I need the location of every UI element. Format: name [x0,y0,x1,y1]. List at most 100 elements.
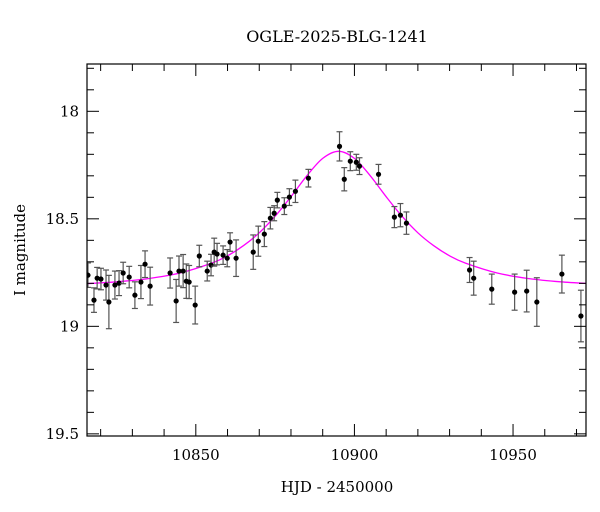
data-point [341,167,348,192]
data-point [558,254,565,294]
x-tick-label: 10850 [172,446,220,464]
y-tick-label: 18 [60,102,79,120]
point-marker [196,253,202,259]
data-point [488,273,495,305]
point-marker [98,276,104,282]
points-layer [87,131,584,343]
point-marker [192,302,198,308]
point-marker [471,275,477,281]
x-tick-label: 10950 [489,446,537,464]
point-marker [347,158,353,164]
point-marker [489,286,495,292]
point-marker [250,249,256,255]
point-marker [224,255,230,261]
data-point [577,289,584,343]
data-point [97,267,104,291]
data-point [103,269,110,301]
point-marker [173,298,179,304]
model-layer [87,150,586,285]
point-marker [534,299,540,305]
point-marker [106,299,112,305]
data-point [220,245,227,266]
point-marker [292,188,299,194]
point-marker [578,313,584,319]
point-marker [138,279,144,285]
data-point [233,239,240,278]
point-marker [286,194,292,200]
data-point [227,232,234,252]
data-point [120,261,127,285]
data-point [466,256,473,284]
point-marker [233,255,239,261]
point-marker [227,239,233,245]
point-marker [120,270,126,276]
data-point [511,273,518,311]
point-marker [397,212,404,218]
data-point [90,287,97,313]
data-point [250,234,257,270]
point-marker [255,238,261,244]
point-marker [91,297,97,303]
point-marker [147,283,153,289]
data-point [391,205,398,229]
data-point [375,163,382,185]
data-point [186,264,193,300]
point-marker [305,175,312,181]
data-point [192,285,199,325]
data-point [111,270,118,300]
point-marker [167,270,173,276]
y-axis-label: I magnitude [11,204,29,296]
data-point [403,211,410,235]
point-marker [356,163,363,169]
data-point [137,264,144,300]
point-marker [180,268,186,274]
x-tick-label: 10900 [331,446,379,464]
point-marker [116,280,122,286]
y-tick-label: 19 [60,317,79,335]
point-marker [274,197,280,203]
data-point [167,257,174,289]
data-point [180,253,187,289]
point-marker [336,143,343,149]
data-point [353,153,360,171]
data-point [397,202,404,228]
point-marker [103,282,109,288]
data-point [131,281,138,310]
data-point [116,270,123,297]
point-marker [176,268,182,274]
data-point [286,188,293,207]
point-marker [126,274,132,280]
point-marker [267,215,273,221]
data-point [261,221,268,248]
data-point [356,157,363,176]
point-marker [142,261,148,267]
data-point [142,250,149,279]
point-marker [524,288,530,294]
point-marker [186,279,192,285]
point-marker [466,267,473,273]
point-marker [559,271,565,277]
point-marker [220,252,226,258]
point-marker [281,203,287,209]
data-point [214,242,221,266]
data-point [267,206,274,230]
point-marker [341,176,347,182]
point-marker [261,231,267,237]
data-point [336,131,343,162]
data-point [347,151,354,172]
data-point [274,191,281,209]
point-marker [132,292,138,298]
point-marker [208,262,214,268]
point-marker [391,214,397,220]
data-point [281,197,288,216]
point-marker [403,220,410,226]
data-point [126,265,133,289]
chart-title: OGLE-2025-BLG-1241 [246,27,428,46]
x-axis-label: HJD - 2450000 [281,478,394,496]
y-tick-label: 19.5 [46,425,79,443]
data-point [175,255,182,287]
point-marker [271,210,277,216]
point-marker [353,159,359,165]
data-point [105,274,112,330]
